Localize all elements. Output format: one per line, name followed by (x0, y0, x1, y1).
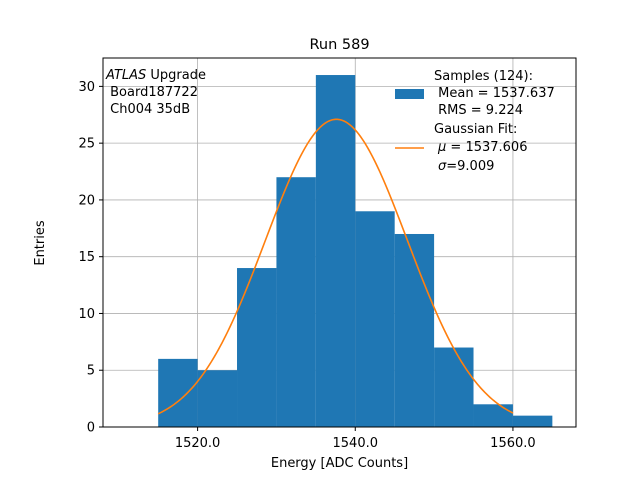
y-tick-label: 25 (78, 137, 95, 152)
histogram-bar (197, 370, 238, 427)
histogram-bar (237, 268, 277, 427)
gaussian-fit-line (157, 118, 514, 415)
histogram-bar (355, 211, 395, 427)
histogram-bar (276, 177, 316, 427)
gaussian-fit (157, 118, 514, 415)
x-axis-label: Energy [ADC Counts] (271, 456, 408, 471)
x-tick-label: 1560.0 (490, 436, 536, 451)
x-tick-label: 1520.0 (175, 436, 221, 451)
histogram-bar (394, 233, 435, 427)
y-tick-label: 10 (78, 307, 95, 322)
y-tick-label: 20 (78, 193, 95, 208)
histogram-bars (158, 75, 553, 428)
mu-symbol: μ (437, 140, 446, 155)
histogram-bar (315, 75, 356, 428)
legend-fit-sigma: σ=9.009 (438, 159, 494, 174)
histogram-bar (512, 415, 553, 427)
y-tick-label: 30 (78, 80, 95, 95)
plot-frame (102, 57, 577, 428)
annotation-line-2: Board187722 (106, 85, 198, 100)
histogram-bar (434, 347, 474, 427)
y-tick-label: 5 (87, 364, 95, 379)
chart-title: Run 589 (309, 37, 369, 53)
legend: Samples (124): Mean = 1537.637 RMS = 9.2… (395, 69, 555, 174)
x-tick-label: 1540.0 (333, 436, 379, 451)
atlas-annotation: ATLAS Upgrade Board187722 Ch004 35dB (105, 68, 206, 117)
annotation-line-3: Ch004 35dB (106, 102, 190, 117)
histogram-bar (473, 404, 513, 427)
legend-histogram-swatch (395, 89, 424, 99)
legend-samples-rms: RMS = 9.224 (434, 103, 523, 118)
atlas-label: ATLAS (105, 68, 146, 83)
legend-fit-mu: μ = 1537.606 (437, 140, 527, 155)
legend-samples-title: Samples (124): (434, 69, 533, 84)
histogram-bar (158, 358, 198, 427)
y-tick-label: 15 (78, 250, 95, 265)
legend-samples-mean: Mean = 1537.637 (434, 86, 555, 101)
legend-fit-title: Gaussian Fit: (434, 122, 517, 137)
upgrade-label: Upgrade (146, 68, 206, 83)
y-axis-label: Entries (33, 220, 48, 266)
mu-value: = 1537.606 (446, 140, 527, 155)
annotation-line-1: ATLAS Upgrade (105, 68, 206, 83)
sigma-value: =9.009 (446, 159, 494, 174)
sigma-symbol: σ (438, 159, 447, 174)
y-tick-label: 0 (87, 421, 95, 436)
axis-ticks: 1520.0 1540.0 1560.0 0 5 10 15 20 25 30 (78, 80, 535, 451)
